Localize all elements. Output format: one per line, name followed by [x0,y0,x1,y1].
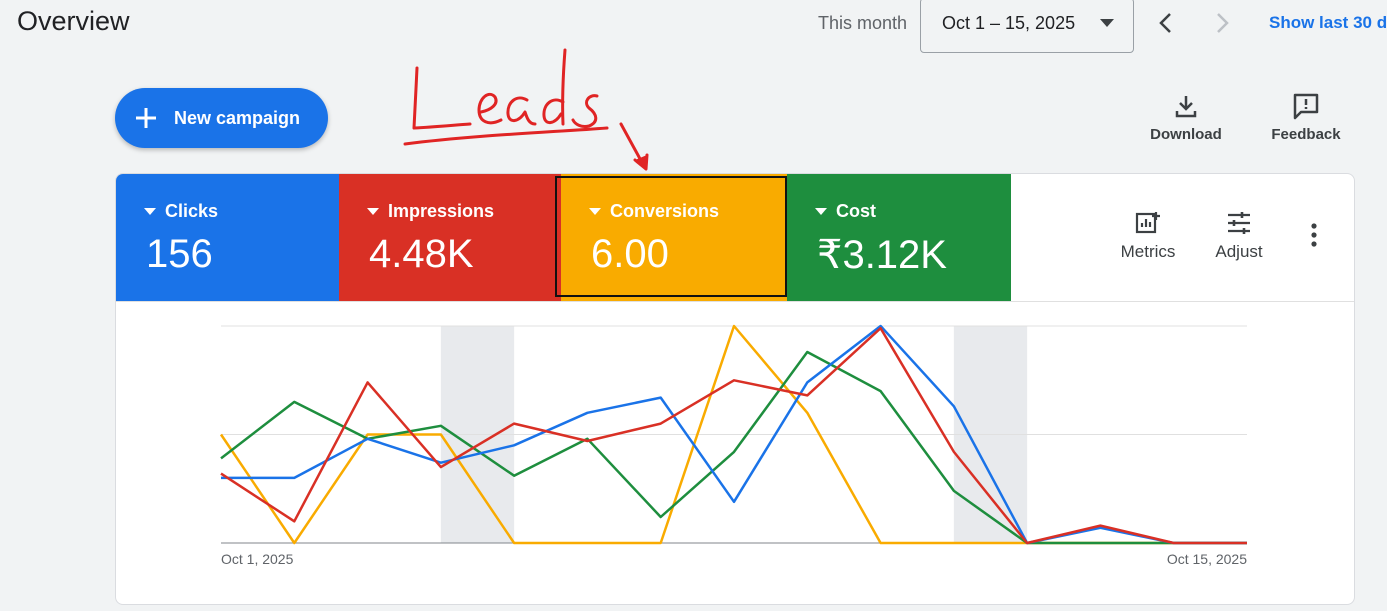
date-range-dropdown[interactable]: Oct 1 – 15, 2025 [920,0,1134,53]
caret-down-icon [144,208,156,215]
handwritten-leads-annotation [403,48,649,171]
metric-tile-conversions[interactable]: Conversions 6.00 [561,174,787,301]
metrics-label: Metrics [1120,242,1176,261]
feedback-icon [1293,93,1319,120]
add-chart-icon [1135,212,1160,234]
card-divider [116,301,1354,302]
metric-value: 6.00 [591,232,669,276]
chevron-left-icon [1159,13,1171,33]
chevron-right-icon [1217,13,1229,33]
metric-value: ₹3.12K [817,233,947,277]
metric-name: Impressions [388,201,495,221]
caret-down-icon [815,208,827,215]
metric-name: Cost [836,201,876,221]
caret-down-icon [589,208,601,215]
next-period-button[interactable] [1210,8,1236,38]
metric-tile-clicks[interactable]: Clicks 156 [116,174,339,301]
previous-period-button[interactable] [1152,8,1178,38]
download-icon [1175,96,1197,118]
metric-name: Conversions [610,201,720,221]
tune-icon [1228,212,1250,234]
show-last-30-days-link[interactable]: Show last 30 d [1269,13,1387,32]
series-line-4 [220,350,1247,545]
performance-card: Clicks 156 Impressions 4.48K Conversions… [115,173,1355,605]
feedback-label: Feedback [1271,126,1341,143]
metric-value: 156 [146,232,213,276]
x-tick-label-end: Oct 15, 2025 [1167,551,1247,567]
x-tick-label-start: Oct 1, 2025 [221,551,294,567]
metric-tile-cost[interactable]: Cost ₹3.12K [787,174,1011,301]
metric-value: 4.48K [369,232,474,276]
plus-icon [136,108,156,128]
new-campaign-button[interactable]: New campaign [115,88,328,148]
download-label: Download [1150,126,1222,143]
caret-down-icon [367,208,379,215]
download-button[interactable]: Download [1146,92,1226,143]
adjust-button[interactable]: Adjust [1206,210,1272,262]
feedback-button[interactable]: Feedback [1266,92,1346,143]
date-range-value: Oct 1 – 15, 2025 [942,13,1076,33]
series-line-2 [220,326,1247,545]
adjust-label: Adjust [1215,242,1263,261]
page-title: Overview [17,6,130,36]
metric-name: Clicks [165,201,219,221]
metrics-button[interactable]: Metrics [1111,210,1185,262]
metric-tile-impressions[interactable]: Impressions 4.48K [339,174,561,301]
performance-line-chart: Oct 1, 2025 Oct 15, 2025 [219,324,1247,567]
series-line-1 [221,324,1247,545]
date-range-label: This month [818,13,908,33]
new-campaign-label: New campaign [174,107,301,128]
caret-down-icon [1100,19,1114,27]
more-vert-icon[interactable] [1302,220,1326,250]
